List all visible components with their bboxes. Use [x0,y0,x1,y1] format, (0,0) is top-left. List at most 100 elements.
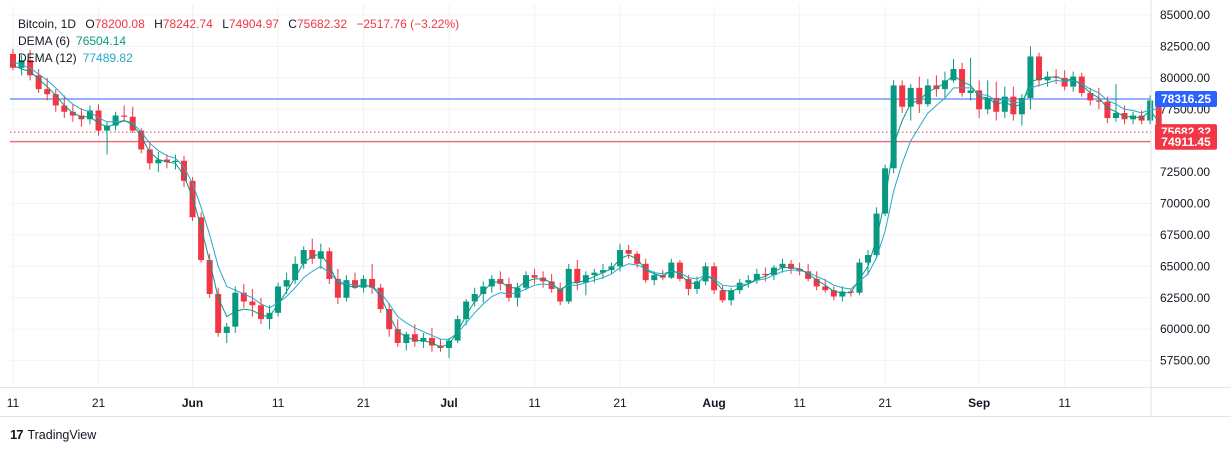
y-tick-label: 65000.00 [1160,259,1210,273]
candle-body [1070,76,1077,87]
candle-body [1130,115,1137,120]
candle-body [779,263,786,268]
candle-body [463,301,470,320]
x-tick-label: 11 [272,396,285,410]
high-value: 78242.74 [162,17,213,31]
symbol-label[interactable]: Bitcoin, 1D [18,17,77,31]
x-tick-label: 11 [1058,396,1071,410]
dema6-row[interactable]: DEMA (6) 76504.14 [18,33,459,50]
candle-body [625,249,632,254]
y-tick-label: 62500.00 [1160,291,1210,305]
candle-body [753,273,760,281]
dema12-row[interactable]: DEMA (12) 77489.82 [18,50,459,67]
candle-body [1018,97,1025,115]
y-tick-label: 85000.00 [1160,8,1210,22]
axes: 85000.0082500.0080000.0077500.0075000.00… [0,0,1231,417]
candle-body [86,110,93,120]
candle-body [35,75,42,90]
candle-body [719,290,726,301]
candle-body [10,53,16,68]
candle-body [557,288,564,302]
candle-body [360,278,367,288]
dema-lines [12,61,1160,348]
candle-body [591,272,598,276]
candle-body [1027,56,1034,98]
candle-body [411,334,418,342]
tradingview-name: TradingView [27,427,97,442]
x-tick-label: 11 [793,396,806,410]
candle-body [762,273,769,276]
candle-body [61,105,68,112]
candle-body [865,255,871,263]
grid-lines [10,5,1151,387]
open-label: O [85,17,95,31]
candle-body [394,329,401,343]
candle-body [694,281,700,289]
candle-body [531,275,538,278]
x-tick-label: 21 [613,396,627,410]
candle-body [540,277,547,282]
candle-body [736,282,743,291]
candle-body [283,280,290,287]
candle-body [830,290,837,297]
candle-body [907,87,914,107]
x-tick-label: Sep [968,396,990,410]
dema12-label: DEMA (12) [18,51,77,65]
candle-body [813,278,820,287]
candle-body [18,60,25,68]
y-tick-label: 57500.00 [1160,354,1210,368]
candle-body [343,280,350,298]
candle-body [582,275,589,283]
candle-body [933,85,940,90]
candle-body [676,262,683,279]
candle-body [1087,92,1094,101]
x-tick-label: Jul [440,396,457,410]
candle-body [334,278,341,298]
candle-body [873,213,880,256]
candle-body [95,110,102,131]
candle-body [138,130,145,150]
candle-body [189,180,196,218]
candle-body [651,275,658,281]
candle-body [711,266,718,291]
low-value: 74904.97 [228,17,279,31]
candle-body [454,319,461,341]
candlestick-series [10,46,1162,359]
dema6-value: 76504.14 [76,34,127,48]
chart-legend: Bitcoin, 1D O78200.08 H78242.74 L74904.9… [18,16,459,67]
y-tick-label: 82500.00 [1160,39,1210,53]
candle-body [1112,113,1119,119]
candle-body [745,280,752,283]
low-label: L [222,17,229,31]
candle-body [386,309,393,330]
ohlc-row: Bitcoin, 1D O78200.08 H78242.74 L74904.9… [18,16,459,33]
candle-body [993,97,1000,112]
candle-body [300,249,307,264]
candle-body [1036,56,1042,81]
x-tick-label: Aug [702,396,725,410]
tradingview-watermark[interactable]: 17 TradingView [10,427,96,442]
dema12-value: 77489.82 [82,51,133,65]
candle-body [146,149,153,164]
candle-body [685,278,692,289]
candle-body [181,160,187,181]
price-line-tag [1155,133,1217,150]
candle-body [1095,100,1102,102]
candle-body [805,271,812,279]
candle-body [172,160,179,163]
candle-body [728,290,735,301]
dema6-line [12,64,1160,348]
candle-body [916,87,923,105]
candle-body [240,292,247,302]
candle-body [352,280,358,288]
candle-body [198,217,205,261]
candle-body [232,292,239,327]
tradingview-logo-icon: 17 [10,427,24,442]
candle-body [788,263,795,269]
high-label: H [154,17,163,31]
candle-body [941,80,948,90]
x-tick-label: 21 [92,396,106,410]
candle-body [163,159,170,163]
